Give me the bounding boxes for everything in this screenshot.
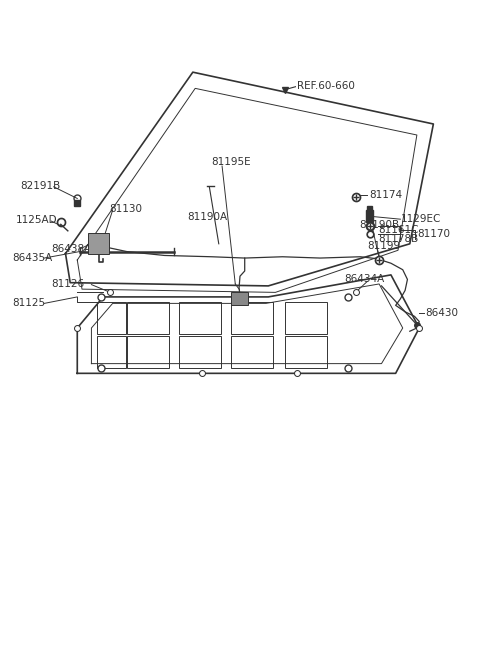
Bar: [231, 302, 273, 335]
Bar: [366, 210, 373, 222]
Bar: [88, 234, 109, 254]
Text: 81190B: 81190B: [359, 220, 399, 230]
Bar: [285, 302, 327, 335]
Bar: [97, 302, 126, 335]
Text: 1125AD: 1125AD: [16, 215, 58, 225]
Bar: [285, 337, 327, 367]
Bar: [367, 205, 372, 210]
Bar: [230, 293, 248, 305]
Text: 81199: 81199: [367, 241, 400, 251]
Text: 81130: 81130: [109, 204, 142, 214]
Text: 81190A: 81190A: [187, 212, 228, 222]
Text: 81195E: 81195E: [211, 157, 251, 167]
Text: 81170: 81170: [417, 229, 450, 239]
Bar: [97, 337, 126, 367]
Bar: [127, 302, 169, 335]
Text: 82191B: 82191B: [21, 180, 61, 190]
Bar: [127, 337, 169, 367]
Bar: [231, 337, 273, 367]
Text: 81178B: 81178B: [378, 234, 419, 243]
Text: 81125: 81125: [12, 298, 46, 308]
Text: 81161C: 81161C: [378, 224, 419, 235]
Text: 86430: 86430: [425, 308, 458, 318]
Text: 86434A: 86434A: [345, 274, 385, 285]
Text: 1129EC: 1129EC: [401, 215, 442, 224]
Text: 81126: 81126: [51, 279, 84, 289]
Text: 86438A: 86438A: [51, 244, 92, 254]
Bar: [179, 337, 221, 367]
Text: REF.60-660: REF.60-660: [297, 81, 354, 91]
Text: 86435A: 86435A: [12, 253, 53, 263]
Text: 81174: 81174: [369, 190, 402, 200]
Bar: [179, 302, 221, 335]
